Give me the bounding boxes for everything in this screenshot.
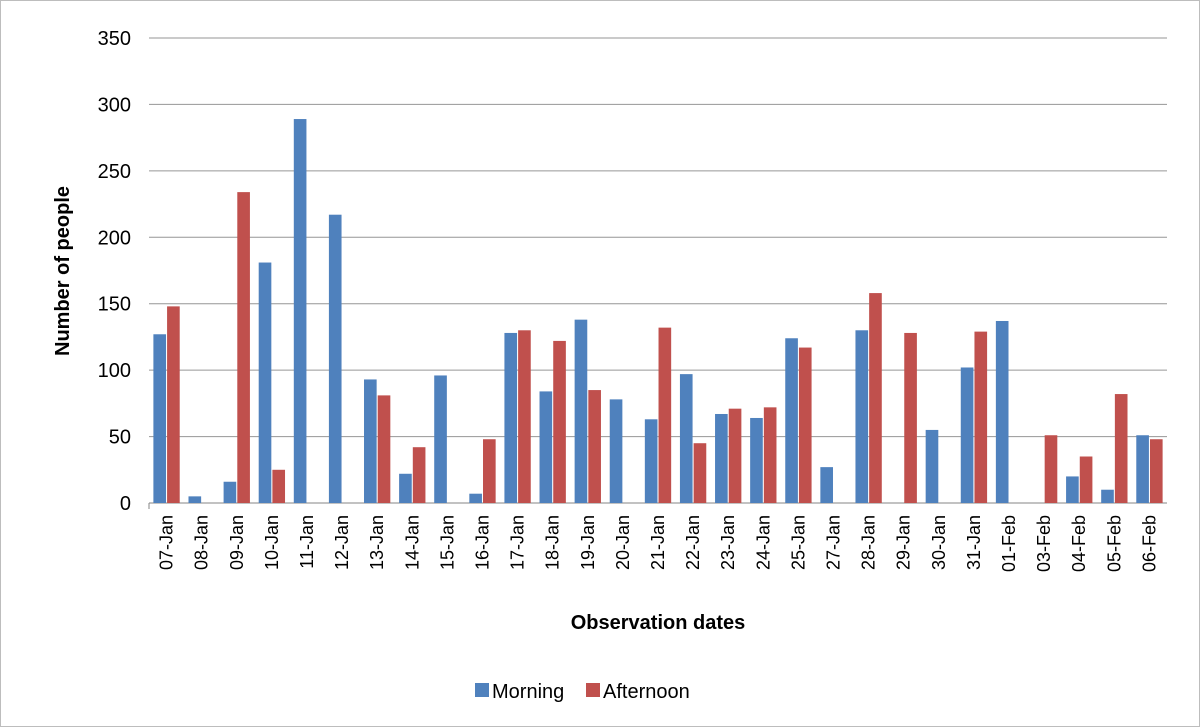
legend-swatch-afternoon <box>586 683 600 697</box>
legend-label-afternoon: Afternoon <box>603 681 690 703</box>
bar-morning-23-Jan <box>715 413 728 503</box>
bar-morning-16-Jan <box>469 493 482 503</box>
bar-afternoon-09-Jan <box>237 192 250 503</box>
legend: Morning Afternoon <box>475 681 690 703</box>
x-tick-label: 07-Jan <box>157 515 177 570</box>
x-tick-label: 09-Jan <box>227 515 247 570</box>
bar-afternoon-14-Jan <box>412 447 426 503</box>
x-tick-label: 30-Jan <box>929 515 949 570</box>
bar-morning-13-Jan <box>364 379 377 503</box>
y-tick-label: 0 <box>120 493 131 515</box>
bar-morning-04-Feb <box>1066 476 1079 503</box>
x-tick-label: 27-Jan <box>824 515 844 570</box>
bar-afternoon-03-Feb <box>1044 435 1058 503</box>
bar-afternoon-17-Jan <box>518 330 531 503</box>
bar-afternoon-22-Jan <box>693 443 707 503</box>
bar-morning-19-Jan <box>574 319 588 503</box>
bar-morning-30-Jan <box>925 429 939 503</box>
bar-morning-20-Jan <box>609 399 623 503</box>
x-tick-label: 20-Jan <box>613 515 633 570</box>
bar-afternoon-04-Feb <box>1079 456 1093 503</box>
bar-afternoon-28-Jan <box>869 293 882 503</box>
bar-afternoon-05-Feb <box>1114 394 1128 503</box>
bar-afternoon-21-Jan <box>658 327 672 503</box>
x-tick-label: 12-Jan <box>332 515 352 570</box>
gridlines <box>148 37 1167 509</box>
bar-morning-17-Jan <box>504 332 518 503</box>
bar-afternoon-25-Jan <box>798 347 812 503</box>
x-tick-label: 23-Jan <box>718 515 738 570</box>
bar-morning-27-Jan <box>820 467 833 503</box>
bar-morning-01-Feb <box>995 320 1009 503</box>
x-tick-label: 19-Jan <box>578 515 598 570</box>
x-tick-label: 04-Feb <box>1069 515 1089 572</box>
bar-morning-10-Jan <box>258 262 272 503</box>
legend-swatch-morning <box>475 683 489 697</box>
y-tick-label: 250 <box>98 161 131 183</box>
x-tick-label: 17-Jan <box>508 515 528 570</box>
x-tick-label: 21-Jan <box>648 515 668 570</box>
x-tick-label: 08-Jan <box>192 515 212 570</box>
x-tick-label: 13-Jan <box>367 515 387 570</box>
bar-afternoon-13-Jan <box>377 395 391 503</box>
x-tick-label: 03-Feb <box>1034 515 1054 572</box>
y-tick-label: 50 <box>109 427 131 449</box>
bar-morning-28-Jan <box>855 330 869 503</box>
bar-morning-25-Jan <box>785 338 798 503</box>
legend-label-morning: Morning <box>492 681 564 703</box>
y-tick-label: 350 <box>98 28 131 50</box>
bar-morning-14-Jan <box>399 473 412 503</box>
bar-morning-24-Jan <box>750 417 763 503</box>
bar-afternoon-18-Jan <box>553 340 566 503</box>
bar-morning-07-Jan <box>153 334 167 503</box>
bar-morning-21-Jan <box>644 419 658 503</box>
y-tick-label: 150 <box>98 294 131 316</box>
x-tick-label: 24-Jan <box>753 515 773 570</box>
bar-morning-08-Jan <box>188 496 202 503</box>
x-tick-label: 28-Jan <box>859 515 879 570</box>
bar-morning-31-Jan <box>960 367 974 503</box>
bar-afternoon-10-Jan <box>272 469 286 503</box>
bar-afternoon-07-Jan <box>167 306 180 503</box>
bar-morning-06-Feb <box>1136 435 1149 503</box>
bar-morning-05-Feb <box>1101 489 1114 503</box>
bar-afternoon-31-Jan <box>974 331 988 503</box>
y-axis-title: Number of people <box>52 186 74 356</box>
x-tick-label: 01-Feb <box>999 515 1019 572</box>
x-axis-ticks: 07-Jan 08-Jan 09-Jan 10-Jan 11-Jan 12-Jan 13-J… <box>157 515 1160 572</box>
bar-morning-12-Jan <box>328 214 342 503</box>
y-tick-label: 100 <box>98 360 131 382</box>
y-tick-label: 300 <box>98 94 131 116</box>
bar-afternoon-06-Feb <box>1149 439 1163 503</box>
x-tick-label: 18-Jan <box>543 515 563 570</box>
bar-morning-22-Jan <box>679 374 693 503</box>
x-tick-label: 29-Jan <box>894 515 914 570</box>
bar-afternoon-19-Jan <box>588 390 601 503</box>
bar-morning-09-Jan <box>223 481 237 503</box>
bar-afternoon-16-Jan <box>483 439 496 503</box>
bar-morning-11-Jan <box>293 119 307 504</box>
bar-morning-15-Jan <box>434 375 447 503</box>
bar-afternoon-23-Jan <box>728 408 742 503</box>
y-axis-ticks: 0 50 100 150 200 250 300 350 <box>98 28 131 515</box>
bar-afternoon-29-Jan <box>904 332 917 503</box>
x-tick-label: 22-Jan <box>683 515 703 570</box>
x-tick-label: 11-Jan <box>297 515 317 569</box>
x-tick-label: 05-Feb <box>1104 515 1124 572</box>
x-tick-label: 10-Jan <box>262 515 282 570</box>
x-tick-label: 14-Jan <box>402 515 422 570</box>
x-axis-title: Observation dates <box>571 612 746 634</box>
x-tick-label: 16-Jan <box>472 515 492 570</box>
x-tick-label: 25-Jan <box>788 515 808 570</box>
x-tick-label: 31-Jan <box>964 515 984 570</box>
bar-morning-18-Jan <box>539 391 553 503</box>
bars <box>153 119 1163 504</box>
bar-afternoon-24-Jan <box>763 407 777 503</box>
x-tick-label: 06-Feb <box>1139 515 1159 572</box>
x-tick-label: 15-Jan <box>437 515 457 570</box>
y-tick-label: 200 <box>98 227 131 249</box>
